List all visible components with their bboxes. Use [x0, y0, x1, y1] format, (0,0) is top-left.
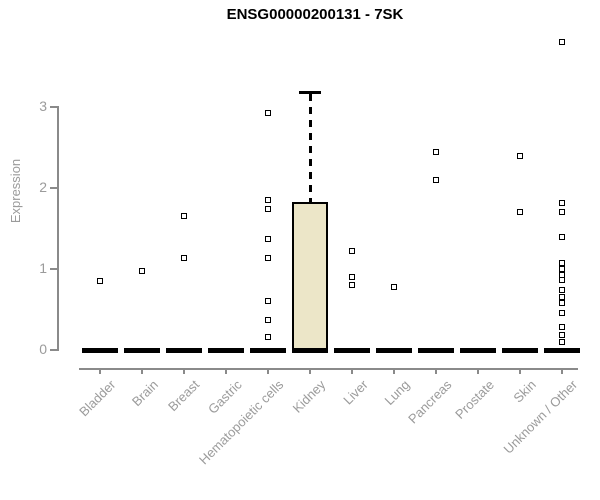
x-tick-label: Kidney [289, 377, 329, 416]
zero-median-dash [418, 347, 454, 353]
outlier-point [265, 197, 271, 204]
x-tick-label: Breast [165, 377, 203, 415]
outlier-point [265, 334, 271, 341]
y-axis-tick [50, 187, 57, 189]
outlier-point [265, 317, 271, 324]
chart-title: ENSG00000200131 - 7SK [226, 6, 404, 23]
outlier-point [559, 260, 565, 267]
x-axis-tick [477, 368, 479, 374]
x-axis-tick [309, 368, 311, 374]
x-axis-tick [99, 368, 101, 374]
x-tick-label: Unknown / Other [501, 377, 581, 457]
outlier-point [265, 254, 271, 261]
zero-median-dash [166, 347, 202, 353]
outlier-point [559, 234, 565, 241]
y-axis-tick [50, 349, 57, 351]
y-axis-tick [50, 106, 57, 108]
outlier-point [97, 278, 103, 285]
x-axis-tick [225, 368, 227, 374]
zero-median-dash [502, 347, 538, 353]
outlier-point [559, 199, 565, 206]
zero-median-dash [376, 347, 412, 353]
outlier-point [391, 283, 397, 290]
y-axis-tick [50, 268, 57, 270]
y-tick-label: 3 [39, 98, 47, 114]
outlier-point [559, 300, 565, 307]
outlier-point [559, 309, 565, 316]
outlier-point [349, 248, 355, 255]
zero-median-dash [544, 347, 580, 353]
x-axis-tick [183, 368, 185, 374]
outlier-point [559, 276, 565, 283]
x-tick-label: Prostate [451, 377, 497, 422]
outlier-point [559, 324, 565, 331]
zero-median-dash [82, 347, 118, 353]
outlier-point [349, 282, 355, 289]
outlier-point [559, 338, 565, 345]
zero-median-dash [334, 347, 370, 353]
outlier-point [265, 298, 271, 305]
outlier-point [349, 274, 355, 281]
zero-median-dash [250, 347, 286, 353]
y-tick-label: 2 [39, 179, 47, 195]
outlier-point [517, 152, 523, 159]
x-axis-tick [267, 368, 269, 374]
x-axis-tick [351, 368, 353, 374]
y-axis-line [57, 106, 59, 351]
outlier-point [517, 209, 523, 216]
x-axis-line [79, 368, 578, 370]
outlier-point [559, 331, 565, 338]
y-tick-label: 1 [39, 260, 47, 276]
outlier-point [181, 213, 187, 220]
outlier-point [265, 206, 271, 213]
x-tick-label: Skin [510, 377, 539, 406]
x-tick-label: Lung [381, 377, 413, 409]
x-axis-tick [435, 368, 437, 374]
x-tick-label: Pancreas [405, 377, 455, 427]
outlier-point [559, 293, 565, 300]
outlier-point [433, 148, 439, 155]
x-axis-tick [393, 368, 395, 374]
y-tick-label: 0 [39, 341, 47, 357]
zero-median-dash [124, 347, 160, 353]
x-tick-label: Liver [340, 377, 371, 408]
outlier-point [265, 110, 271, 117]
outlier-point [265, 236, 271, 243]
outlier-point [181, 254, 187, 261]
outlier-point [559, 266, 565, 272]
x-tick-label: Gastric [204, 377, 245, 417]
outlier-point [559, 287, 565, 294]
upper-whisker-dashed [308, 94, 312, 202]
whisker-cap [299, 90, 321, 94]
zero-median-dash [208, 347, 244, 353]
outlier-point [559, 209, 565, 216]
x-axis-tick [141, 368, 143, 374]
zero-median-dash [292, 347, 328, 353]
x-tick-label: Brain [128, 377, 161, 410]
outlier-point [433, 176, 439, 183]
x-tick-label: Bladder [76, 377, 119, 420]
x-axis-tick [519, 368, 521, 374]
x-axis-tick [561, 368, 563, 374]
outlier-point [559, 39, 565, 46]
box-q1-q3 [292, 201, 328, 352]
outlier-point [139, 267, 145, 274]
zero-median-dash [460, 347, 496, 353]
